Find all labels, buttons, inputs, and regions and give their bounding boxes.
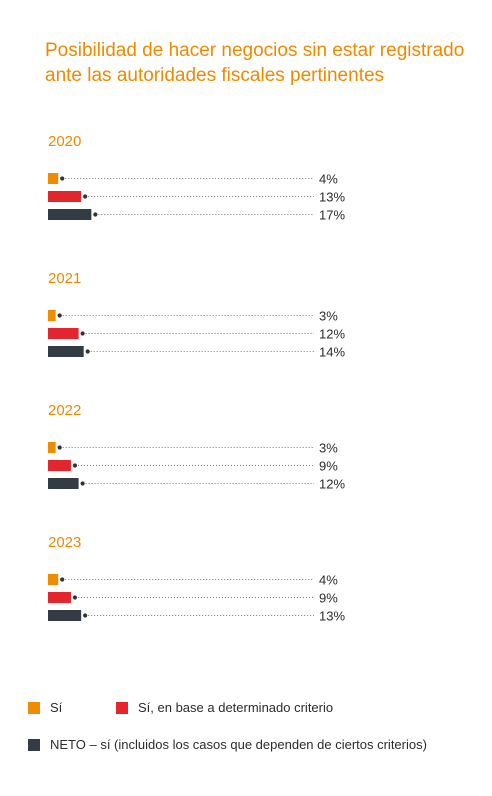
chart-title: Posibilidad de hacer negocios sin estar … [45,40,465,86]
value-label-2023-s2: 9% [319,591,338,606]
bar-dot-2022-s1 [57,445,62,450]
value-label-2022-s3: 12% [319,477,345,492]
bar-2021-s2 [48,328,79,339]
bar-dot-2020-s3 [93,212,98,217]
bar-2020-s1 [48,173,59,184]
bar-2023-s1 [48,574,59,585]
bar-2020-s2 [48,191,82,202]
bar-2023-s3 [48,610,82,621]
legend-swatch-neto [28,738,40,751]
legend-swatch-si [28,701,40,714]
bar-dot-2020-s2 [83,194,88,199]
bar-2023-s2 [48,592,71,603]
value-label-2022-s1: 3% [319,441,338,456]
value-label-2020-s3: 17% [319,208,345,223]
bar-2021-s3 [48,346,84,357]
value-label-2023-s1: 4% [319,573,338,588]
bar-dot-2023-s3 [83,613,88,618]
legend-item-criterio: Sí, en base a determinado criterio [116,700,333,715]
bar-dot-2022-s3 [80,481,85,486]
value-label-2020-s1: 4% [319,172,338,187]
value-label-2022-s2: 9% [319,459,338,474]
year-label-2023: 2023 [48,534,81,551]
value-label-2023-s3: 13% [319,609,345,624]
bar-2022-s1 [48,442,56,453]
value-label-2021-s3: 14% [319,345,345,360]
bar-dot-2021-s3 [85,349,90,354]
bar-dot-2020-s1 [60,176,65,181]
value-label-2021-s1: 3% [319,309,338,324]
legend-label-si: Sí [50,700,63,715]
bar-2022-s3 [48,478,79,489]
legend-label-criterio: Sí, en base a determinado criterio [138,700,334,715]
bar-2021-s1 [48,310,56,321]
year-label-2021: 2021 [48,270,81,287]
legend-swatch-criterio [116,701,128,714]
bar-dot-2023-s1 [60,577,65,582]
legend-item-si: Sí [28,700,62,715]
bar-dot-2022-s2 [72,463,78,468]
legend-item-neto: NETO – sí (incluidos los casos que depen… [28,737,427,752]
value-label-2020-s2: 13% [319,190,345,205]
year-label-2022: 2022 [48,402,81,419]
bar-dot-2021-s2 [80,331,85,336]
bar-dot-2021-s1 [57,313,62,318]
bar-2020-s3 [48,209,92,220]
value-label-2021-s2: 12% [319,327,345,342]
bar-dot-2023-s2 [72,595,78,600]
year-label-2020: 2020 [48,133,81,150]
bar-2022-s2 [48,460,71,471]
legend-label-neto: NETO – sí (incluidos los casos que depen… [50,737,427,752]
